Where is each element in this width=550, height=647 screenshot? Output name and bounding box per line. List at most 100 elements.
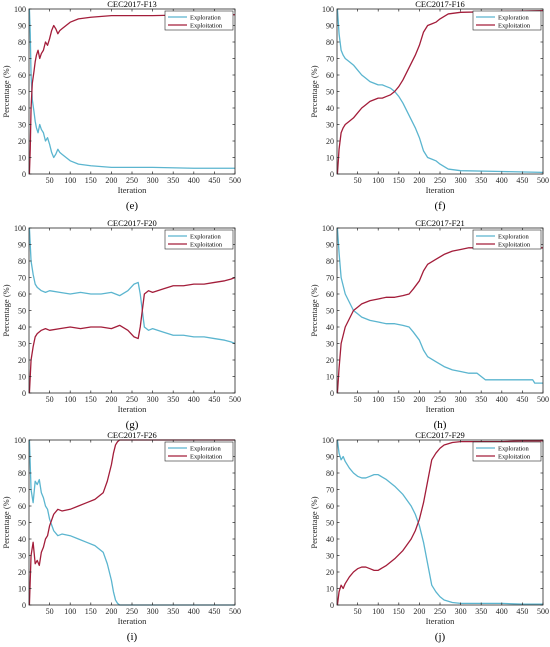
- y-tick-label: 30: [326, 339, 334, 348]
- subfigure-label: (i): [127, 631, 138, 643]
- x-tick-label: 400: [496, 395, 508, 404]
- plot-frame: [336, 8, 544, 175]
- x-tick-label: 100: [64, 176, 76, 185]
- y-axis-label: Percentage (%): [1, 65, 11, 117]
- x-tick-label: 300: [455, 607, 467, 616]
- y-tick-label: 50: [18, 87, 26, 96]
- x-tick-label: 250: [434, 176, 446, 185]
- subfigure-label: (e): [126, 200, 139, 212]
- x-tick-label: 350: [475, 607, 487, 616]
- x-tick-label: 150: [393, 607, 405, 616]
- series-line-exploitation: [28, 14, 235, 175]
- x-tick-label: 350: [475, 176, 487, 185]
- x-tick-label: 400: [188, 607, 200, 616]
- y-tick-label: 70: [18, 273, 26, 282]
- legend-label-exploitation: Exploitation: [190, 22, 223, 29]
- x-tick-label: 200: [105, 176, 117, 185]
- chart-j: 50 100 150 200 250 300 350 400 450 500 0 10 20 30 40 50…: [309, 430, 549, 643]
- series-line-exploitation: [28, 439, 235, 606]
- y-tick-label: 60: [18, 71, 26, 80]
- y-tick-label: 100: [14, 224, 26, 233]
- x-tick-label: 450: [208, 395, 220, 404]
- x-tick-label: 200: [413, 607, 425, 616]
- y-tick-label: 60: [326, 502, 334, 511]
- subfigure-label: (h): [434, 419, 447, 431]
- x-tick-label: 100: [372, 176, 384, 185]
- y-tick-label: 40: [326, 323, 334, 332]
- y-tick-label: 80: [326, 469, 334, 478]
- y-tick-label: 30: [326, 120, 334, 129]
- x-tick-label: 300: [455, 176, 467, 185]
- y-tick-label: 40: [326, 104, 334, 113]
- series-line-exploitation: [336, 10, 544, 175]
- x-tick-label: 250: [126, 395, 138, 404]
- x-tick-label: 50: [354, 607, 362, 616]
- legend-label-exploitation: Exploitation: [190, 241, 223, 248]
- x-tick-label: 150: [85, 395, 97, 404]
- y-tick-label: 90: [326, 240, 334, 249]
- chart-e: 50 100 150 200 250 300 350 400 450 500 0 10 20 30 40 50…: [1, 0, 241, 212]
- x-axis-label: Iteration: [426, 404, 456, 414]
- x-tick-label: 350: [167, 607, 179, 616]
- x-tick-label: 200: [105, 607, 117, 616]
- x-tick-label: 450: [516, 607, 528, 616]
- x-axis-label: Iteration: [118, 616, 148, 626]
- subfigure-label: (g): [126, 419, 139, 431]
- x-tick-label: 100: [64, 395, 76, 404]
- x-tick-label: 100: [372, 395, 384, 404]
- y-tick-label: 90: [18, 240, 26, 249]
- y-axis-label: Percentage (%): [1, 284, 11, 336]
- y-tick-label: 10: [326, 372, 334, 381]
- y-tick-label: 90: [326, 21, 334, 30]
- x-tick-label: 500: [537, 176, 549, 185]
- series-line-exploitation: [28, 276, 236, 394]
- x-axis-label: Iteration: [426, 185, 456, 195]
- y-tick-label: 70: [326, 485, 334, 494]
- x-axis-label: Iteration: [118, 404, 148, 414]
- plot-frame: [28, 8, 236, 175]
- x-tick-label: 100: [372, 607, 384, 616]
- chart-title: CEC2017-F29: [415, 430, 465, 440]
- x-tick-label: 400: [496, 176, 508, 185]
- y-tick-label: 30: [18, 120, 26, 129]
- x-tick-label: 150: [85, 176, 97, 185]
- y-axis-label: Percentage (%): [309, 65, 319, 117]
- x-tick-label: 350: [475, 395, 487, 404]
- chart-f: 50 100 150 200 250 300 350 400 450 500 0 10 20 30 40 50…: [309, 0, 549, 212]
- x-tick-label: 50: [46, 607, 54, 616]
- y-tick-label: 20: [18, 137, 26, 146]
- x-tick-label: 500: [537, 607, 549, 616]
- x-tick-label: 250: [434, 607, 446, 616]
- x-tick-label: 250: [126, 176, 138, 185]
- x-tick-label: 200: [105, 395, 117, 404]
- x-tick-label: 500: [229, 176, 241, 185]
- y-tick-label: 90: [18, 21, 26, 30]
- x-tick-label: 400: [188, 176, 200, 185]
- y-tick-label: 20: [326, 356, 334, 365]
- legend-label-exploitation: Exploitation: [190, 453, 223, 460]
- x-tick-label: 150: [393, 395, 405, 404]
- y-tick-label: 70: [18, 485, 26, 494]
- y-tick-label: 50: [18, 306, 26, 315]
- y-tick-label: 0: [22, 601, 26, 610]
- legend-label-exploitation: Exploitation: [498, 241, 531, 248]
- y-tick-label: 80: [326, 38, 334, 47]
- chart-title: CEC2017-F26: [107, 430, 157, 440]
- y-tick-label: 30: [326, 551, 334, 560]
- y-tick-label: 100: [322, 5, 334, 14]
- y-tick-label: 20: [18, 356, 26, 365]
- legend-label-exploration: Exploration: [190, 14, 221, 21]
- x-tick-label: 350: [167, 176, 179, 185]
- y-tick-label: 100: [322, 436, 334, 445]
- series-line-exploration: [336, 8, 544, 173]
- x-tick-label: 200: [413, 395, 425, 404]
- x-tick-label: 500: [229, 607, 241, 616]
- x-tick-label: 250: [126, 607, 138, 616]
- y-tick-label: 50: [326, 87, 334, 96]
- y-tick-label: 60: [18, 290, 26, 299]
- x-tick-label: 300: [147, 176, 159, 185]
- x-tick-label: 400: [188, 395, 200, 404]
